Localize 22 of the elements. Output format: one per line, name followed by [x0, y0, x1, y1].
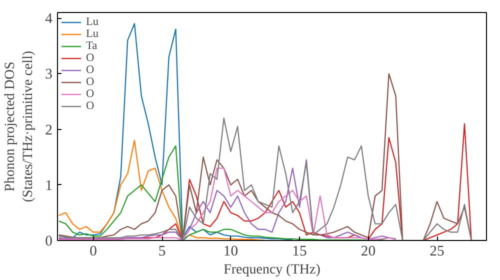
legend-label: Lu [86, 16, 100, 28]
legend-label: O [86, 76, 96, 88]
line-series [58, 140, 266, 240]
x-tick-label: 5 [158, 244, 166, 260]
y-tick-label: 3 [45, 66, 52, 83]
legend-label: O [86, 100, 96, 112]
x-tick-label: 0 [90, 244, 97, 260]
legend-label: O [86, 88, 96, 100]
legend-label: O [86, 52, 96, 64]
legend-label: O [86, 64, 96, 76]
x-tick-label: 20 [360, 244, 376, 260]
y-axis-title: Phonon projected DOS (States/THz·primitive cell) [3, 50, 36, 202]
legend-label: Lu [86, 28, 100, 40]
y-tick-label: 2 [45, 122, 52, 138]
legend-label: Ta [86, 40, 98, 52]
x-tick-label: 15 [292, 244, 307, 260]
x-axis-title: Frequency (THz) [224, 262, 321, 278]
y-tick-label: 1 [45, 178, 52, 194]
x-tick-label: 10 [223, 244, 238, 260]
y-tick-label: 4 [45, 11, 54, 28]
y-tick-label: 0 [45, 234, 52, 250]
x-tick-label: 25 [430, 244, 444, 260]
